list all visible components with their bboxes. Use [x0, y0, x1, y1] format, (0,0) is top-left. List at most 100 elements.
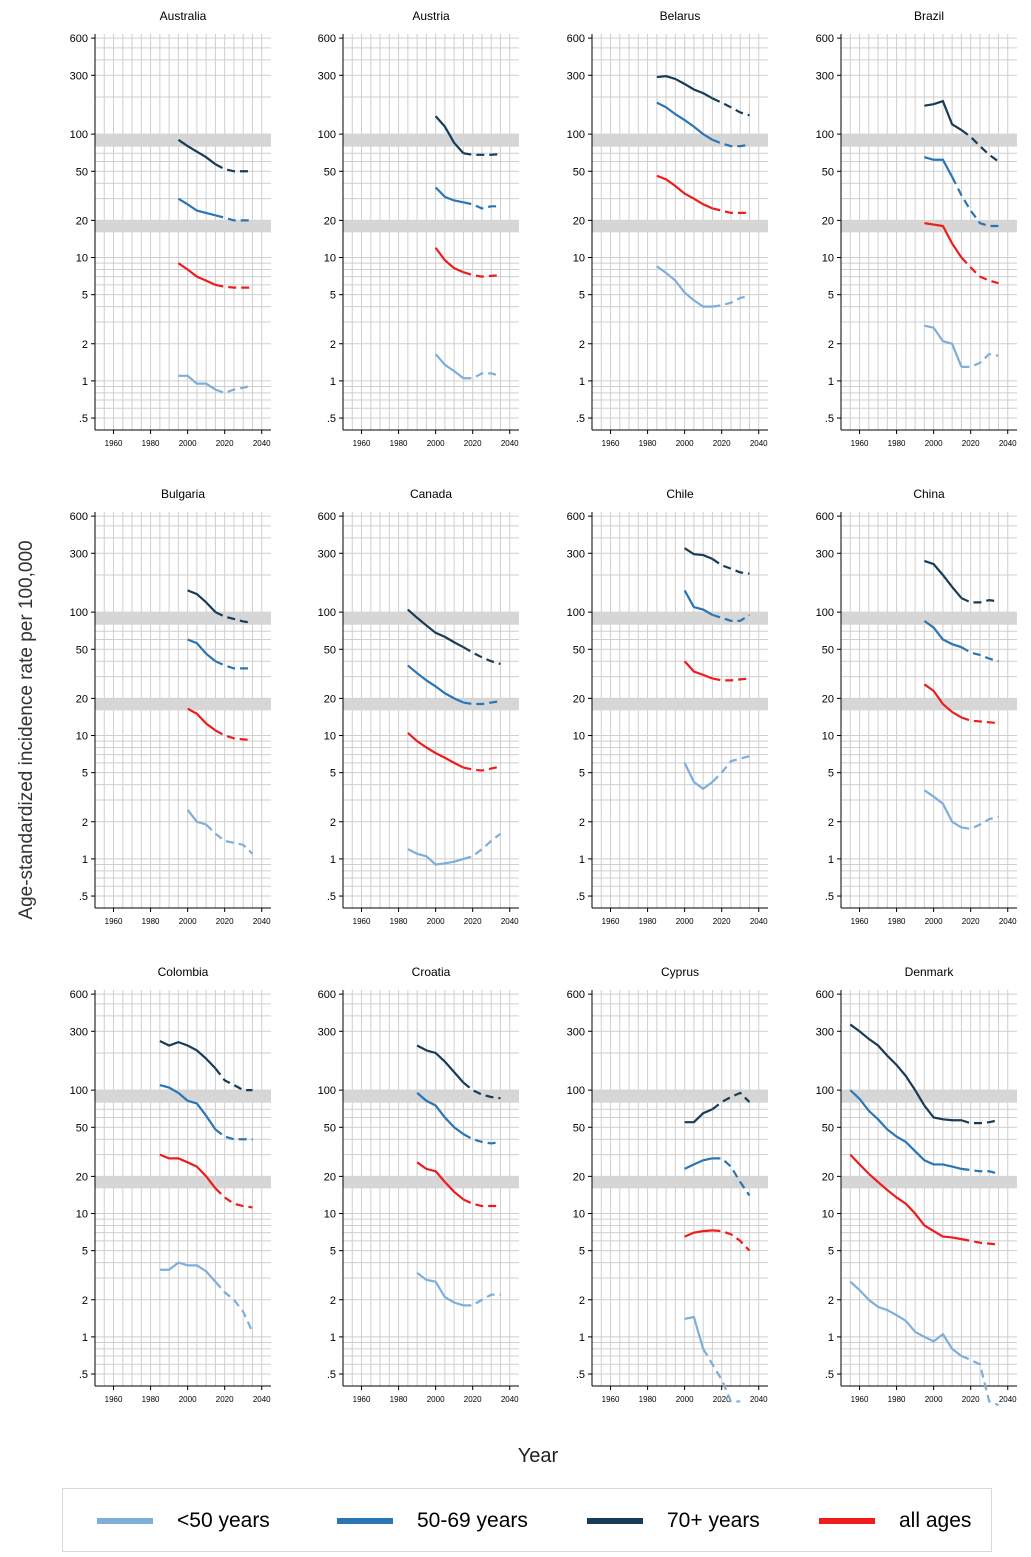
x-tick-label: 2020: [464, 1395, 482, 1404]
legend-item-70-plus: 70+ years: [587, 1509, 760, 1533]
series-line-projected: [711, 1091, 751, 1111]
reference-band: [343, 1176, 519, 1189]
y-tick-label: 100: [567, 129, 585, 141]
y-axis-title: Age-standardized incidence rate per 100,…: [16, 540, 37, 919]
panel-title: Chile: [666, 487, 694, 501]
y-tick-label: 2: [579, 817, 585, 829]
series--50-years: [407, 832, 502, 866]
panel-canada: Canada .5 1 2 5 10 20 50 100 300 600 1960 1980 2000 20…: [318, 487, 520, 926]
reference-band: [592, 698, 768, 711]
y-tick-label: 300: [567, 548, 585, 560]
series-70-years: [684, 547, 750, 575]
series-line-observed: [159, 1083, 217, 1131]
series-line-projected: [961, 815, 999, 831]
series-line-observed: [683, 589, 713, 616]
y-tick-label: 1: [828, 1332, 834, 1344]
x-tick-label: 2020: [713, 1395, 731, 1404]
reference-band: [841, 1090, 1017, 1103]
series-line-observed: [849, 1280, 963, 1357]
y-tick-label: 10: [76, 253, 88, 265]
series-line-observed: [159, 1261, 217, 1283]
y-tick-label: 20: [822, 693, 834, 705]
series-line-observed: [924, 324, 963, 368]
y-tick-label: .5: [825, 891, 834, 903]
series-line-projected: [961, 1119, 999, 1125]
y-tick-label: 10: [822, 731, 834, 743]
panel-title: Croatia: [412, 965, 451, 979]
series-line-observed: [849, 1089, 962, 1170]
x-tick-label: 2020: [216, 439, 234, 448]
series-line-projected: [711, 755, 750, 783]
y-tick-label: 10: [324, 1209, 336, 1221]
legend-swatch-under-50: [97, 1518, 153, 1524]
series-line-observed: [177, 138, 217, 166]
series-line-observed: [684, 1157, 713, 1170]
x-tick-label: 2020: [713, 439, 731, 448]
series-all-ages: [656, 174, 750, 214]
y-tick-label: 600: [567, 511, 585, 523]
series-line-projected: [961, 1238, 999, 1246]
reference-band: [343, 612, 519, 625]
series-line-observed: [656, 174, 713, 210]
series-line-projected: [214, 1067, 253, 1092]
y-tick-label: 10: [324, 731, 336, 743]
series-50-69-years: [416, 1092, 501, 1145]
y-tick-label: 1: [82, 376, 88, 388]
y-tick-label: 300: [70, 1026, 88, 1038]
series-line-observed: [416, 1044, 465, 1084]
y-tick-label: 50: [324, 644, 336, 656]
legend-label-70-plus: 70+ years: [667, 1509, 760, 1532]
legend-item-50-69: 50-69 years: [337, 1509, 528, 1533]
y-tick-label: 50: [324, 1122, 336, 1134]
series-line-projected: [712, 207, 750, 214]
y-tick-label: .5: [79, 1369, 88, 1381]
y-tick-label: .5: [576, 891, 585, 903]
x-tick-label: 1980: [390, 917, 408, 926]
y-tick-label: 300: [318, 1026, 336, 1038]
x-tick-label: 1960: [851, 917, 869, 926]
gridlines: [841, 512, 1017, 908]
y-tick-label: 5: [579, 290, 585, 302]
series-70-years: [924, 559, 999, 604]
series-line-projected: [463, 765, 501, 772]
y-tick-label: .5: [79, 891, 88, 903]
x-tick-label: 2000: [179, 439, 197, 448]
x-tick-label: 1960: [602, 439, 620, 448]
series-50-69-years: [923, 619, 999, 663]
series-line-observed: [684, 1229, 713, 1238]
x-tick-label: 2040: [999, 1395, 1017, 1404]
reference-band: [592, 612, 768, 625]
x-tick-label: 1960: [851, 1395, 869, 1404]
series-line-observed: [849, 1023, 962, 1122]
series-line-observed: [434, 115, 465, 154]
y-tick-label: 5: [828, 290, 834, 302]
y-tick-label: .5: [825, 413, 834, 425]
y-tick-label: 100: [70, 1085, 88, 1097]
series-all-ages: [187, 707, 253, 742]
series-line-observed: [407, 732, 464, 769]
series-line-observed: [656, 75, 713, 100]
y-tick-label: 100: [567, 1085, 585, 1097]
gridlines: [343, 990, 519, 1386]
y-tick-label: 600: [70, 511, 88, 523]
y-tick-label: 5: [579, 1246, 585, 1258]
panel-title: Cyprus: [661, 965, 699, 979]
series-line-projected: [961, 1167, 999, 1175]
series-line-observed: [407, 608, 464, 649]
series-50-69-years: [434, 186, 501, 210]
gridlines: [95, 34, 271, 430]
series-line-observed: [434, 247, 464, 274]
series--50-years: [656, 265, 750, 308]
series--50-years: [178, 374, 253, 395]
gridlines: [592, 990, 768, 1386]
gridlines: [841, 990, 1017, 1386]
series--50-years: [923, 789, 999, 831]
gridlines: [592, 512, 768, 908]
panel-title: Bulgaria: [161, 487, 205, 501]
x-tick-label: 2020: [216, 917, 234, 926]
series-line-observed: [683, 762, 714, 791]
panel-brazil: Brazil .5 1 2 5 10 20 50 100 300 600 1960 1980 2000 20…: [816, 9, 1018, 448]
legend-item-all-ages: all ages: [819, 1509, 971, 1533]
series-line-projected: [215, 283, 253, 289]
series-line-projected: [712, 294, 750, 308]
